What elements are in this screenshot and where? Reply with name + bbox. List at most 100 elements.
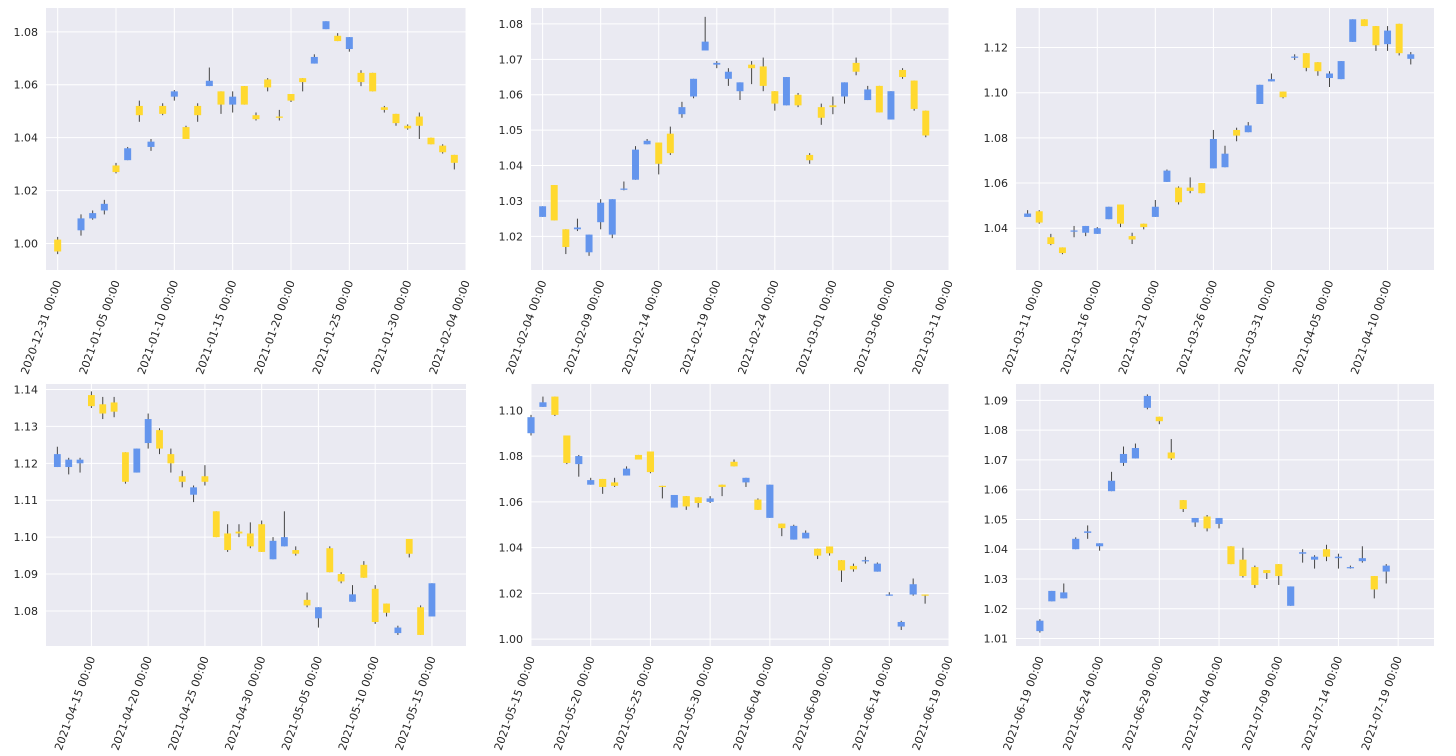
- candle-body-down: [235, 531, 243, 534]
- candle-body-down: [392, 113, 400, 124]
- candle-body-up: [1131, 448, 1140, 459]
- candle-body-down: [194, 105, 202, 116]
- candle-body-up: [1337, 61, 1345, 80]
- x-tick-label: 2021-03-11 00:00: [1000, 279, 1046, 377]
- candle-body-up: [1060, 592, 1068, 599]
- candle-body-down: [655, 142, 663, 164]
- candlestick-chart-1: 1.00 1.02 1.04 1.06 1.08 2020-12-31 00:00 2021…: [14, 8, 473, 376]
- candle-body-up: [1349, 19, 1357, 42]
- x-tick-label: 2021-05-05 00:00: [279, 655, 325, 753]
- y-tick-label: 1.04: [984, 543, 1009, 556]
- candle-body-up: [670, 494, 678, 508]
- candle-body-down: [246, 533, 254, 547]
- candle-body-down: [303, 599, 311, 606]
- candle-body-down: [1047, 237, 1055, 245]
- candle-body-down: [240, 86, 248, 105]
- candle-body-down: [201, 476, 209, 482]
- candle-body-down: [1279, 91, 1287, 98]
- candle-body-up: [632, 149, 639, 180]
- candle-body-down: [658, 485, 666, 488]
- candle-body-down: [759, 66, 767, 86]
- candle-body-up: [782, 77, 790, 106]
- x-tick-label: 2021-03-21 00:00: [1116, 279, 1162, 377]
- y-tick-label: 1.07: [499, 53, 524, 66]
- candle-body-up: [170, 91, 178, 97]
- candle-body-up: [736, 82, 744, 92]
- x-tick-label: 2020-12-31 00:00: [18, 279, 64, 377]
- x-tick-label: 2021-03-26 00:00: [1174, 279, 1220, 377]
- plot-area: [46, 384, 466, 646]
- candle-body-down: [159, 105, 167, 114]
- chart-panel-5: 1.00 1.02 1.04 1.06 1.08 1.10 2021-05-15 00:00…: [492, 384, 956, 752]
- candle-body-down: [54, 239, 62, 252]
- y-tick-label: 1.08: [499, 450, 524, 463]
- candle-body-up: [1096, 543, 1104, 547]
- candle-body-down: [825, 546, 834, 554]
- chart-panel-1: 1.00 1.02 1.04 1.06 1.08 2020-12-31 00:00 2021…: [14, 8, 473, 376]
- x-tick-label: 2021-03-06 00:00: [852, 279, 898, 377]
- y-tick-label: 1.04: [984, 222, 1009, 235]
- x-tick-label: 2021-06-19 00:00: [910, 655, 956, 753]
- x-tick-label: 2021-01-10 00:00: [135, 279, 181, 377]
- candle-body-up: [1070, 230, 1078, 232]
- candle-body-up: [190, 487, 197, 495]
- y-tick-label: 1.10: [14, 531, 39, 544]
- x-tick-label: 2021-06-29 00:00: [1120, 655, 1166, 753]
- x-tick-label: 2021-06-14 00:00: [850, 655, 896, 753]
- candle-body-down: [450, 154, 458, 163]
- y-tick-label: 1.08: [984, 424, 1009, 437]
- x-tick-label: 2021-05-25 00:00: [611, 655, 657, 753]
- candle-body-up: [766, 484, 774, 518]
- candle-body-up: [205, 80, 213, 87]
- candle-body-down: [1302, 53, 1310, 68]
- candle-body-up: [608, 199, 616, 235]
- candle-body-down: [415, 116, 423, 126]
- candle-body-up: [690, 78, 698, 97]
- x-tick-label: 2021-01-05 00:00: [77, 279, 123, 377]
- candle-body-down: [562, 229, 570, 247]
- candle-body-down: [1058, 247, 1066, 254]
- candle-body-down: [1372, 26, 1380, 46]
- candle-body-up: [1119, 453, 1128, 463]
- candle-body-up: [1382, 565, 1390, 572]
- candle-body-down: [837, 560, 846, 571]
- plot-area: [46, 8, 466, 270]
- x-tick-label: 2021-05-20 00:00: [551, 655, 597, 753]
- candle-body-down: [122, 452, 129, 482]
- y-tick-label: 1.08: [499, 18, 524, 31]
- candle-body-down: [178, 476, 186, 482]
- y-tick-label: 1.02: [14, 185, 39, 198]
- x-tick-label: 2021-03-01 00:00: [794, 279, 840, 377]
- candle-body-down: [778, 523, 786, 529]
- candle-body-down: [1263, 570, 1271, 574]
- y-tick-label: 1.07: [984, 454, 1009, 467]
- candle-body-up: [887, 91, 895, 120]
- candle-body-down: [771, 91, 779, 104]
- x-tick-label: 2021-01-15 00:00: [193, 279, 239, 377]
- candle-body-down: [287, 94, 295, 101]
- chart-panel-3: 1.04 1.06 1.08 1.10 1.12 2021-03-11 00:00 2021…: [984, 8, 1434, 376]
- candle-body-up: [1267, 79, 1275, 82]
- y-tick-label: 1.09: [984, 394, 1009, 407]
- candle-body-up: [280, 537, 288, 547]
- candle-body-down: [212, 511, 220, 538]
- candle-body-down: [550, 185, 558, 221]
- candlestick-chart-5: 1.00 1.02 1.04 1.06 1.08 1.10 2021-05-15 00:00…: [492, 384, 956, 752]
- y-tick-label: 1.00: [499, 633, 524, 646]
- candle-body-down: [1370, 576, 1378, 590]
- y-tick-label: 1.09: [14, 568, 39, 581]
- x-tick-label: 2021-03-31 00:00: [1232, 279, 1278, 377]
- candle-body-up: [1346, 567, 1354, 569]
- candle-body-down: [404, 125, 412, 129]
- candle-body-up: [724, 71, 732, 79]
- x-tick-label: 2021-04-25 00:00: [166, 655, 212, 753]
- y-tick-label: 1.02: [499, 230, 524, 243]
- y-tick-label: 1.10: [499, 404, 524, 417]
- x-tick-label: 2021-04-10 00:00: [1348, 279, 1394, 377]
- candle-body-down: [224, 533, 232, 551]
- candle-body-down: [217, 91, 225, 105]
- y-tick-label: 1.06: [14, 79, 39, 92]
- candle-body-down: [634, 454, 643, 460]
- x-tick-label: 2021-02-09 00:00: [561, 279, 607, 377]
- candle-body-down: [439, 145, 447, 153]
